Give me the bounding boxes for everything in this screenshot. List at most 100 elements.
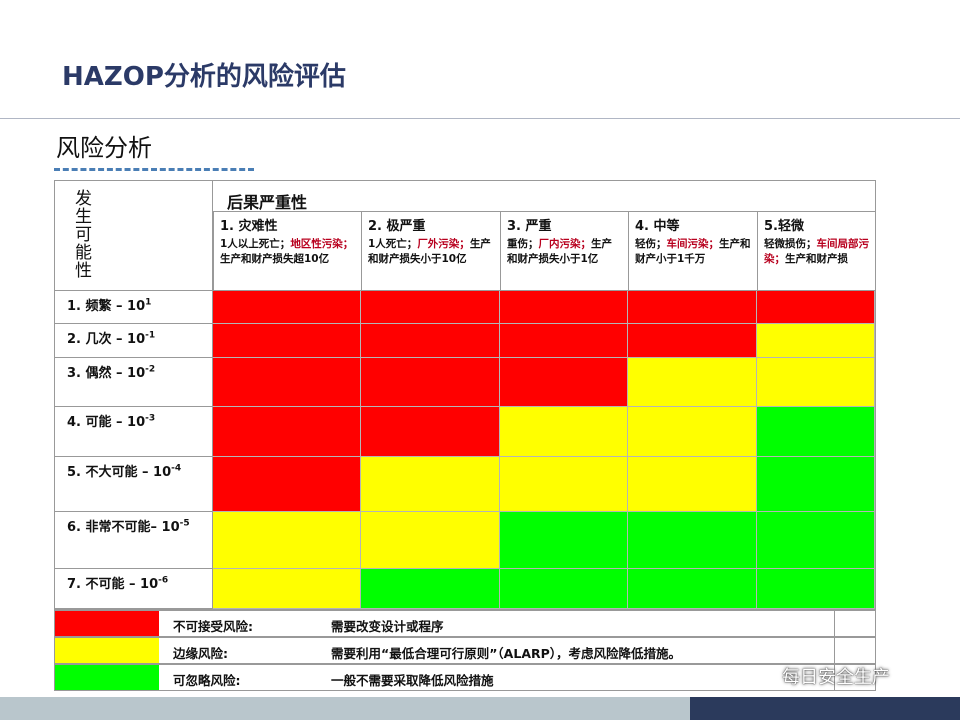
risk-cell <box>628 324 757 358</box>
severity-desc: 轻微损伤；车间局部污染；生产和财产损 <box>764 237 869 267</box>
legend-desc: 需要改变设计或程序 <box>331 619 444 634</box>
likelihood-exponent: -2 <box>145 364 156 375</box>
legend-cell-empty <box>834 638 875 663</box>
watermark: 每日安全生产 <box>754 663 890 689</box>
risk-cell <box>628 291 757 324</box>
severity-desc-part: 生产和财产损失超10亿 <box>220 253 330 265</box>
legend-swatch <box>55 665 159 690</box>
axis-corner: 发生可能性 <box>55 181 213 291</box>
risk-cell <box>757 407 875 457</box>
likelihood-text: 2. 几次 – 10 <box>67 332 146 347</box>
risk-cell <box>361 512 500 569</box>
likelihood-label: 2. 几次 – 10-1 <box>55 324 213 358</box>
legend-cell-empty <box>834 611 875 636</box>
legend-name: 边缘风险: <box>173 646 228 661</box>
risk-cell <box>757 569 875 609</box>
severity-desc-highlight: 厂外污染； <box>417 238 470 250</box>
risk-cell <box>213 569 361 609</box>
likelihood-label: 7. 不可能 – 10-6 <box>55 569 213 609</box>
likelihood-exponent: -4 <box>171 463 182 474</box>
legend-name: 可忽略风险: <box>173 673 241 688</box>
severity-desc-part: 1人死亡； <box>368 238 418 250</box>
severity-desc-highlight: 车间局部污染； <box>764 238 869 265</box>
severity-header: 5.轻微轻微损伤；车间局部污染；生产和财产损 <box>757 211 875 291</box>
severity-desc-part: 轻伤； <box>635 238 667 250</box>
likelihood-text: 5. 不大可能 – 10 <box>67 465 172 480</box>
risk-legend: 不可接受风险: 需要改变设计或程序边缘风险: 需要利用“最低合理可行原则”（ALAR… <box>54 610 876 692</box>
severity-desc-highlight: 厂内污染； <box>538 238 592 250</box>
risk-cell <box>500 512 628 569</box>
risk-cell <box>628 457 757 512</box>
severity-header: 4. 中等 轻伤；车间污染；生产和财产小于1千万 <box>628 211 757 291</box>
section-subtitle: 风险分析 <box>56 134 152 162</box>
likelihood-exponent: 1 <box>145 297 152 308</box>
severity-desc-part: 轻微损伤； <box>764 238 817 250</box>
likelihood-exponent: -1 <box>145 330 156 341</box>
wechat-icon <box>754 667 776 684</box>
risk-cell <box>757 457 875 512</box>
severity-name: 1. 灾难性 <box>220 219 278 234</box>
severity-header: 3. 严重 重伤；厂内污染；生产和财产损失小于1亿 <box>500 211 628 291</box>
severity-header: 1. 灾难性 1人以上死亡；地区性污染； 生产和财产损失超10亿 <box>213 211 361 291</box>
legend-swatch <box>55 638 159 663</box>
likelihood-label: 3. 偶然 – 10-2 <box>55 358 213 407</box>
risk-cell <box>757 291 875 324</box>
risk-cell <box>361 324 500 358</box>
risk-cell <box>213 457 361 512</box>
likelihood-exponent: -6 <box>158 575 169 586</box>
likelihood-exponent: -5 <box>179 518 190 529</box>
severity-desc-part: 生产和财产损 <box>785 253 848 265</box>
risk-cell <box>757 358 875 407</box>
risk-cell <box>361 569 500 609</box>
risk-cell <box>628 512 757 569</box>
footer-bar-dark <box>690 697 960 720</box>
risk-cell <box>213 291 361 324</box>
risk-cell <box>213 512 361 569</box>
severity-name: 2. 极严重 <box>368 219 426 234</box>
likelihood-label: 5. 不大可能 – 10-4 <box>55 457 213 512</box>
legend-row: 边缘风险: 需要利用“最低合理可行原则”（ALARP），考虑风险降低措施。 <box>54 637 876 664</box>
likelihood-text: 3. 偶然 – 10 <box>67 366 146 381</box>
risk-cell <box>757 512 875 569</box>
dashed-underline <box>54 168 254 171</box>
risk-cell <box>500 358 628 407</box>
severity-desc-part: 生产和财产损失小于10亿 <box>368 238 491 265</box>
likelihood-text: 7. 不可能 – 10 <box>67 577 159 592</box>
risk-cell <box>361 358 500 407</box>
severity-desc-part: 生产和财产损失小于1亿 <box>507 238 612 265</box>
legend-desc: 一般不需要采取降低风险措施 <box>331 673 494 688</box>
likelihood-text: 4. 可能 – 10 <box>67 415 146 430</box>
severity-header: 2. 极严重 1人死亡；厂外污染；生产和财产损失小于10亿 <box>361 211 500 291</box>
likelihood-axis-label: 发生可能性 <box>71 189 91 279</box>
risk-cell <box>500 291 628 324</box>
risk-cell <box>628 407 757 457</box>
severity-desc-part: 1人以上死亡； <box>220 238 291 250</box>
footer-bar <box>0 697 690 720</box>
risk-cell <box>361 407 500 457</box>
severity-desc-highlight: 车间污染； <box>666 238 720 250</box>
risk-cell <box>757 324 875 358</box>
severity-name: 5.轻微 <box>764 219 804 234</box>
legend-swatch <box>55 611 159 636</box>
risk-cell <box>628 569 757 609</box>
legend-name: 不可接受风险: <box>173 619 253 634</box>
severity-desc-part: 生产和财产小于1千万 <box>635 238 751 265</box>
severity-desc-highlight: 地区性污染； <box>290 238 354 250</box>
watermark-text: 每日安全生产 <box>782 667 890 688</box>
risk-cell <box>213 407 361 457</box>
legend-row: 可忽略风险: 一般不需要采取降低风险措施 <box>54 664 876 691</box>
risk-cell <box>500 407 628 457</box>
severity-desc: 1人死亡；厂外污染；生产和财产损失小于10亿 <box>368 237 494 267</box>
legend-row: 不可接受风险: 需要改变设计或程序 <box>54 610 876 637</box>
risk-cell <box>361 457 500 512</box>
likelihood-text: 6. 非常不可能– 10 <box>67 520 180 535</box>
likelihood-text: 1. 频繁 – 10 <box>67 299 146 314</box>
page-title: HAZOP分析的风险评估 <box>62 62 346 92</box>
legend-cell-empty <box>834 665 875 690</box>
risk-cell <box>500 569 628 609</box>
legend-desc: 需要利用“最低合理可行原则”（ALARP），考虑风险降低措施。 <box>331 646 682 661</box>
risk-cell <box>500 457 628 512</box>
risk-cell <box>628 358 757 407</box>
severity-desc: 1人以上死亡；地区性污染； 生产和财产损失超10亿 <box>220 237 355 267</box>
risk-cell <box>361 291 500 324</box>
